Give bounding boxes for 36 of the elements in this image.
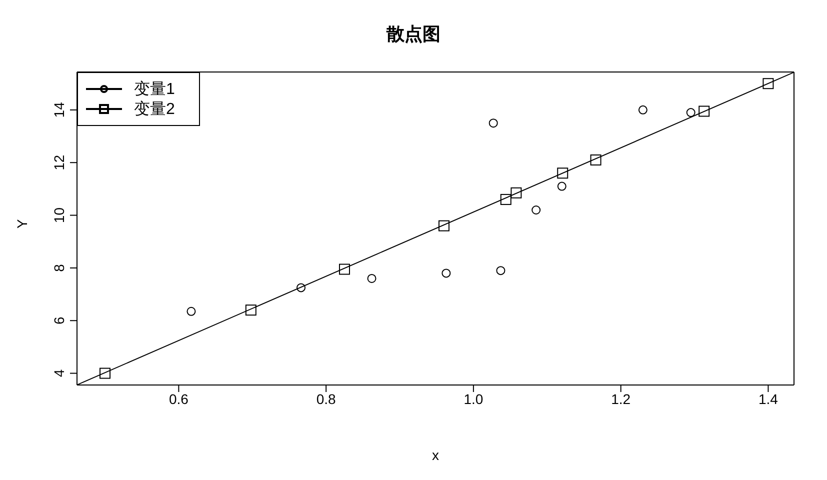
point (510, 187, 522, 198)
y-tick-label: 14 (51, 102, 67, 118)
point (186, 306, 196, 316)
x-axis-title: x (432, 447, 439, 463)
y-tick-label: 10 (51, 207, 67, 224)
point (442, 268, 451, 278)
point (500, 194, 512, 205)
point (762, 78, 774, 90)
point (532, 206, 541, 214)
point (438, 220, 450, 232)
x-tick-label: 1.0 (464, 390, 484, 407)
y-axis-title: Y (14, 218, 30, 228)
point (638, 105, 648, 114)
legend-label: 变量1 (134, 80, 175, 100)
point (496, 266, 506, 276)
x-tick-label: 0.6 (168, 390, 189, 407)
legend-label: 变量2 (134, 100, 175, 120)
y-tick-label: 4 (51, 369, 67, 378)
point (686, 108, 696, 118)
point (100, 368, 110, 379)
x-tick-label: 1.2 (611, 390, 631, 407)
point (488, 118, 498, 128)
point (338, 264, 350, 275)
point (698, 106, 710, 117)
chart-title: 散点图 (385, 23, 442, 46)
point (557, 168, 568, 179)
point (367, 274, 376, 283)
x-tick-label: 1.4 (758, 390, 778, 407)
x-tick-label: 0.8 (316, 390, 336, 407)
y-tick-label: 12 (51, 154, 67, 170)
y-tick-label: 6 (51, 316, 67, 325)
point (245, 304, 256, 316)
point (557, 182, 566, 191)
point (296, 283, 306, 292)
y-tick-label: 8 (51, 264, 67, 272)
point (590, 154, 602, 166)
